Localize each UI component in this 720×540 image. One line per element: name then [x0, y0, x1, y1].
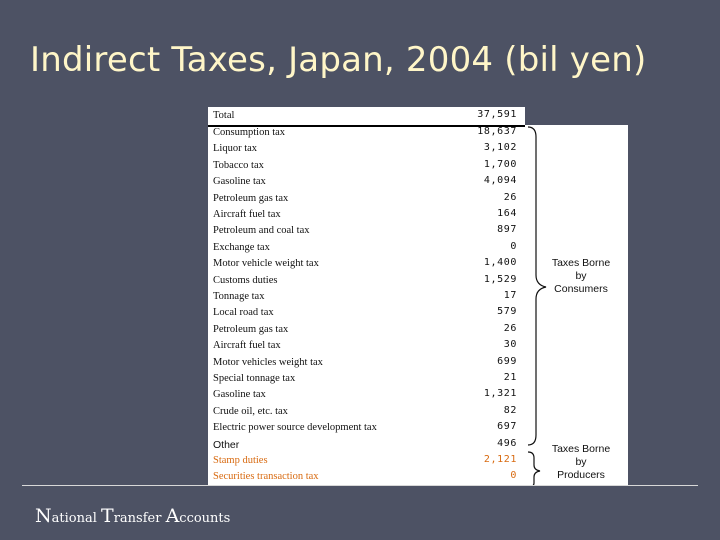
tax-name: Special tonnage tax [213, 373, 296, 384]
tax-value: 897 [497, 224, 517, 236]
tax-value: 697 [497, 421, 517, 433]
tax-name: Stamp duties [213, 455, 268, 466]
tax-name: Crude oil, etc. tax [213, 405, 288, 417]
table-row: Special tonnage tax 21 [208, 371, 525, 387]
tax-value: 1,400 [483, 257, 517, 269]
table-row: Securities transaction tax 0 [208, 469, 525, 485]
tax-name: Other [213, 438, 240, 451]
tax-name: Tobacco tax [213, 159, 264, 171]
tax-value: 4,094 [483, 175, 517, 187]
tax-name: Exchange tax [213, 241, 270, 253]
tax-value: 164 [497, 208, 517, 219]
table-row: Gasoline tax 4,094 [208, 174, 525, 190]
tax-name: Liquor tax [213, 143, 258, 155]
total-label: Total [213, 110, 235, 121]
tax-name: Customs duties [213, 274, 278, 286]
tax-value: 496 [497, 437, 517, 449]
tax-value: 26 [503, 322, 517, 334]
table-row: Liquor tax 3,102 [208, 141, 525, 157]
total-value: 37,591 [477, 109, 517, 120]
tax-value: 3,102 [483, 142, 517, 154]
table-row: Customs duties 1,529 [208, 273, 525, 289]
tax-name: Tonnage tax [213, 291, 265, 302]
tax-name: Petroleum gas tax [213, 192, 289, 204]
tax-name: Gasoline tax [213, 389, 266, 401]
tax-value: 26 [503, 191, 517, 203]
total-divider [208, 125, 525, 127]
table-row: Motor vehicles weight tax 699 [208, 355, 525, 371]
tax-value: 1,529 [483, 273, 517, 285]
tax-value: 579 [497, 306, 517, 318]
table-row: Exchange tax 0 [208, 240, 525, 256]
tax-name: Motor vehicle weight tax [213, 258, 319, 270]
table-row: Petroleum and coal tax 897 [208, 223, 525, 239]
consumers-note: Taxes Borne by Consumers [551, 257, 611, 295]
tax-value: 1,700 [483, 158, 517, 170]
tax-value: 21 [503, 372, 517, 383]
table-row: Gasoline tax 1,321 [208, 387, 525, 403]
tax-name: Gasoline tax [213, 176, 266, 188]
tax-value: 17 [503, 290, 517, 301]
footer-divider [22, 485, 698, 486]
tax-name: Motor vehicles weight tax [213, 356, 323, 368]
producers-note: Taxes Borne by Producers [551, 443, 611, 481]
table-row: Petroleum gas tax 26 [208, 322, 525, 338]
table-row: Aircraft fuel tax 164 [208, 207, 525, 223]
tax-value: 30 [503, 339, 517, 351]
table-row: Crude oil, etc. tax 82 [208, 404, 525, 420]
tax-name: Local road tax [213, 307, 274, 319]
table-row: Tonnage tax 17 [208, 289, 525, 305]
footer-brand: National Transfer Accounts [35, 505, 231, 527]
tax-name: Petroleum gas tax [213, 323, 289, 335]
table-row: Aircraft fuel tax 30 [208, 338, 525, 354]
slide-title: Indirect Taxes, Japan, 2004 (bil yen) [30, 40, 647, 80]
table-row: Electric power source development tax 697 [208, 420, 525, 436]
table-row: Stamp duties 2,121 [208, 453, 525, 469]
tax-value: 18,637 [477, 126, 517, 137]
table-row: Tobacco tax 1,700 [208, 158, 525, 174]
total-row: Total 37,591 [208, 108, 525, 124]
tax-name: Consumption tax [213, 127, 286, 138]
tax-name: Aircraft fuel tax [213, 209, 281, 220]
tax-table: Total 37,591 Consumption tax 18,637 Liquor… [208, 107, 628, 486]
tax-value: 82 [503, 404, 517, 416]
table-row: Petroleum gas tax 26 [208, 191, 525, 207]
table-row: Other 496 [208, 437, 525, 453]
tax-name: Electric power source development tax [213, 422, 377, 434]
tax-name: Securities transaction tax [213, 471, 319, 483]
tax-value: 699 [497, 355, 517, 367]
tax-value: 1,321 [483, 388, 517, 400]
tax-value: 0 [510, 470, 517, 482]
table-row: Consumption tax 18,637 [208, 125, 525, 141]
bracket-icon [527, 126, 547, 485]
tax-name: Aircraft fuel tax [213, 340, 281, 352]
tax-value: 2,121 [483, 454, 517, 465]
tax-value: 0 [510, 240, 517, 252]
tax-name: Petroleum and coal tax [213, 225, 310, 237]
table-row: Motor vehicle weight tax 1,400 [208, 256, 525, 272]
table-row: Local road tax 579 [208, 305, 525, 321]
